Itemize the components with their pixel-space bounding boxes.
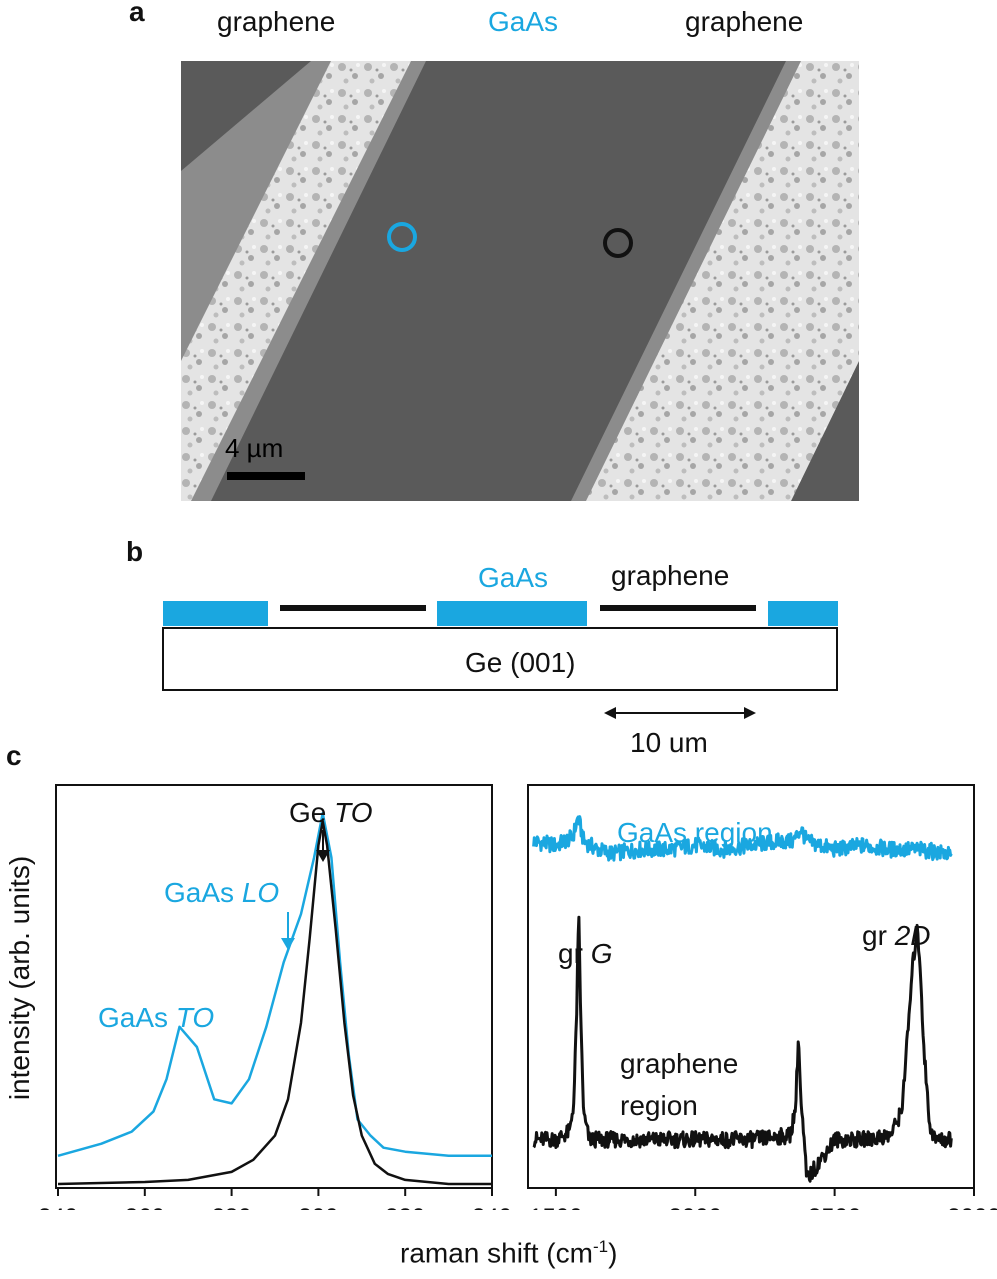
scale-bar-label: 4 µm — [225, 433, 284, 463]
panel-a-letter: a — [129, 0, 145, 27]
gr-2d-text: gr — [862, 920, 895, 951]
gaas-block-1 — [163, 601, 268, 626]
gaas-lo-mode: LO — [241, 877, 280, 908]
graphene-region-label-1: graphene — [620, 1048, 739, 1079]
x-axis-label-main: raman shift (cm — [400, 1237, 593, 1269]
x-tick-label: 2000 — [669, 1204, 722, 1210]
graphene-line-1 — [280, 605, 426, 611]
gaas-to-mode: TO — [175, 1002, 215, 1033]
plot-frame-right — [527, 784, 975, 1189]
ge-to-mode: TO — [334, 797, 373, 828]
panel-a-label-gaas: GaAs — [488, 6, 559, 37]
plot-frame-left — [55, 784, 493, 1189]
panel-a-label-right-graphene: graphene — [685, 6, 804, 37]
series-line-gaas — [57, 811, 492, 1158]
gr-2d-label: gr 2D — [862, 920, 930, 952]
schematic-graphene-label: graphene — [611, 560, 730, 591]
x-tick-label: 1500 — [529, 1204, 582, 1210]
panel-b-letter: b — [126, 536, 144, 567]
gaas-lo-arrow — [281, 912, 295, 950]
substrate-label: Ge (001) — [465, 647, 576, 678]
graphene-measurement-circle — [603, 228, 633, 258]
panel-c-letter: c — [6, 740, 22, 771]
panel-a-label-left-graphene: graphene — [217, 6, 336, 37]
series-line-ge — [57, 820, 492, 1186]
ge-to-arrow — [316, 830, 330, 862]
gr-g-mode: G — [590, 938, 613, 969]
x-axis-label-end: ) — [608, 1237, 618, 1269]
gr-g-text: gr — [558, 938, 591, 969]
y-axis-label: intensity (arb. units) — [4, 855, 35, 1101]
scale-bar — [227, 472, 305, 480]
x-tick-label: 240 — [40, 1204, 78, 1210]
ge-to-annotation: Ge TO — [289, 797, 373, 829]
dimension-arrow — [604, 707, 756, 719]
gaas-to-annotation: GaAs TO — [98, 1002, 214, 1034]
gaas-measurement-circle — [387, 222, 417, 252]
x-tick-label: 340 — [472, 1204, 510, 1210]
gaas-lo-annotation: GaAs LO — [164, 877, 279, 909]
raman-spectrum-high: 1500 2000 2500 3000 — [527, 784, 997, 1210]
x-tick-label: 2500 — [808, 1204, 861, 1210]
schematic-gaas-label: GaAs — [478, 562, 549, 593]
graphene-region-label-2: region — [620, 1090, 698, 1121]
dimension-label: 10 um — [630, 727, 708, 758]
gaas-block-2 — [437, 601, 587, 626]
gaas-to-text: GaAs — [98, 1002, 176, 1033]
x-tick-label: 280 — [212, 1204, 252, 1210]
graphene-line-2 — [600, 605, 756, 611]
gaas-stripe-2 — [571, 61, 859, 501]
right-plot-series: 1500 2000 2500 3000 — [529, 815, 997, 1210]
gr-g-label: gr G — [558, 938, 612, 970]
x-tick-label: 300 — [298, 1204, 338, 1210]
cross-section-schematic — [162, 601, 838, 719]
raman-spectrum-low: 240 260 280 300 320 340 — [40, 784, 510, 1210]
x-tick-label: 320 — [385, 1204, 425, 1210]
x-tick-label: 3000 — [947, 1204, 997, 1210]
series-line-gaas-region — [532, 815, 953, 862]
gaas-region-label: GaAs region — [617, 817, 773, 848]
x-axis-label: raman shift (cm-1) — [400, 1237, 617, 1269]
gr-2d-mode: 2D — [894, 920, 931, 951]
gaas-block-3 — [768, 601, 838, 626]
gaas-lo-text: GaAs — [164, 877, 242, 908]
sem-micrograph — [181, 61, 859, 501]
ge-to-text: Ge — [289, 797, 335, 828]
ge-substrate — [162, 627, 838, 691]
series-line-graphene-region — [532, 915, 953, 1183]
gaas-stripe-1 — [181, 61, 426, 501]
x-tick-label: 260 — [125, 1204, 165, 1210]
x-axis-label-sup: -1 — [592, 1237, 609, 1256]
